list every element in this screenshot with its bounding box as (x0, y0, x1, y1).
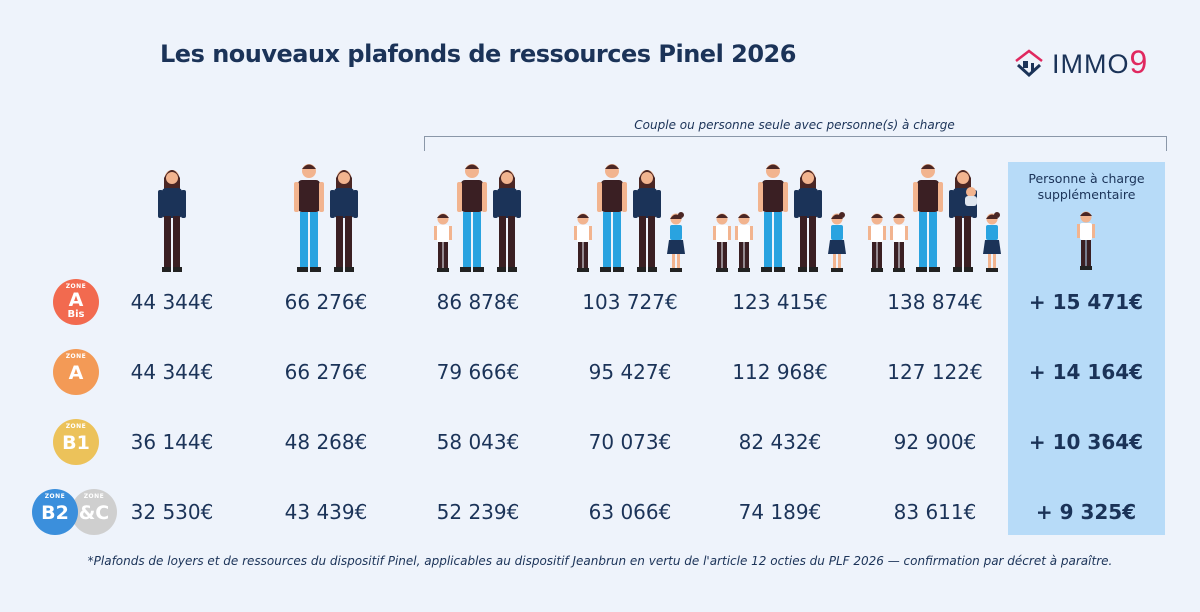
income-ceiling-cell: 43 439€ (284, 500, 368, 524)
extra-dependent-cell: + 15 471€ (1028, 290, 1144, 314)
income-ceiling-cell: 36 144€ (130, 430, 214, 454)
zone-label: B2 (41, 502, 69, 524)
boy-figure-icon (890, 213, 908, 272)
zone-badge: ZONE &C (71, 489, 117, 535)
income-ceiling-cell: 44 344€ (130, 290, 214, 314)
man-figure-icon (758, 164, 788, 272)
boy-figure-icon (868, 213, 886, 272)
income-ceiling-cell: 83 611€ (893, 500, 977, 524)
extra-dependent-cell: + 14 164€ (1028, 360, 1144, 384)
income-ceiling-cell: 52 239€ (436, 500, 520, 524)
girl-figure-icon (667, 212, 685, 272)
zone-label: B1 (62, 432, 90, 454)
income-ceiling-cell: 63 066€ (588, 500, 672, 524)
zone-label: &C (78, 502, 110, 524)
zone-tag: ZONE (65, 353, 87, 360)
zone-tag: ZONE (65, 283, 87, 290)
income-ceiling-cell: 58 043€ (436, 430, 520, 454)
income-ceiling-cell: 127 122€ (887, 360, 983, 384)
man-figure-icon (457, 164, 487, 272)
income-ceiling-cell: 66 276€ (284, 360, 368, 384)
income-ceiling-cell: 138 874€ (887, 290, 983, 314)
woman-figure-icon (493, 170, 521, 272)
woman-figure-icon (633, 170, 661, 272)
man-figure-icon (597, 164, 627, 272)
income-ceiling-cell: 92 900€ (893, 430, 977, 454)
girl-figure-icon (983, 212, 1001, 272)
house-logo-icon (1015, 48, 1043, 77)
household-illustration (573, 158, 687, 272)
man-figure-icon (294, 164, 324, 272)
income-ceiling-cell: 82 432€ (738, 430, 822, 454)
household-illustration (867, 158, 1003, 272)
income-ceiling-cell: 79 666€ (436, 360, 520, 384)
page-title: Les nouveaux plafonds de ressources Pine… (160, 40, 796, 68)
income-ceiling-cell: 44 344€ (130, 360, 214, 384)
logo-text: IMMO (1052, 49, 1130, 79)
extra-dependent-cell: + 10 364€ (1028, 430, 1144, 454)
extra-column-header: Personne à charge supplémentaire (1028, 171, 1145, 202)
zone-badge: ZONE A Bis (53, 279, 99, 325)
income-ceiling-cell: 112 968€ (732, 360, 828, 384)
income-ceiling-cell: 74 189€ (738, 500, 822, 524)
zone-label: A (68, 289, 84, 311)
woman-figure-icon (158, 170, 186, 272)
zone-sub: Bis (67, 309, 85, 320)
boy-figure-icon (434, 213, 452, 272)
man-figure-icon (913, 164, 943, 272)
boy-figure-icon (735, 213, 753, 272)
group-label: Couple ou personne seule avec personne(s… (634, 118, 955, 132)
income-ceiling-cell: 70 073€ (588, 430, 672, 454)
zone-tag: ZONE (83, 493, 105, 500)
income-ceiling-cell: 103 727€ (582, 290, 678, 314)
woman-with-baby-figure-icon (949, 170, 977, 272)
zone-badge: ZONE B2 (32, 489, 78, 535)
zone-badge: ZONE A (53, 349, 99, 395)
income-ceiling-cell: 48 268€ (284, 430, 368, 454)
logo: IMMO9 (1012, 44, 1148, 81)
zone-tag: ZONE (65, 423, 87, 430)
footnote: *Plafonds de loyers et de ressources du … (87, 554, 1113, 568)
income-ceiling-cell: 86 878€ (436, 290, 520, 314)
group-bracket (424, 136, 1167, 151)
income-ceiling-cell: 95 427€ (588, 360, 672, 384)
logo-accent: 9 (1129, 44, 1149, 80)
boy-figure-icon (713, 213, 731, 272)
income-ceiling-cell: 66 276€ (284, 290, 368, 314)
income-ceiling-cell: 123 415€ (732, 290, 828, 314)
household-illustration (712, 158, 848, 272)
zone-badge: ZONE B1 (53, 419, 99, 465)
extra-dependent-cell: + 9 325€ (1035, 500, 1137, 524)
boy-figure-icon (574, 213, 592, 272)
household-illustration (156, 158, 188, 272)
household-illustration (433, 158, 523, 272)
boy-figure-icon (1077, 211, 1095, 270)
zone-label: A (68, 362, 84, 384)
zone-tag: ZONE (44, 493, 66, 500)
household-illustration (292, 158, 360, 272)
household-illustration (1076, 210, 1096, 270)
girl-figure-icon (828, 212, 846, 272)
income-ceiling-cell: 32 530€ (130, 500, 214, 524)
woman-figure-icon (330, 170, 358, 272)
woman-figure-icon (794, 170, 822, 272)
